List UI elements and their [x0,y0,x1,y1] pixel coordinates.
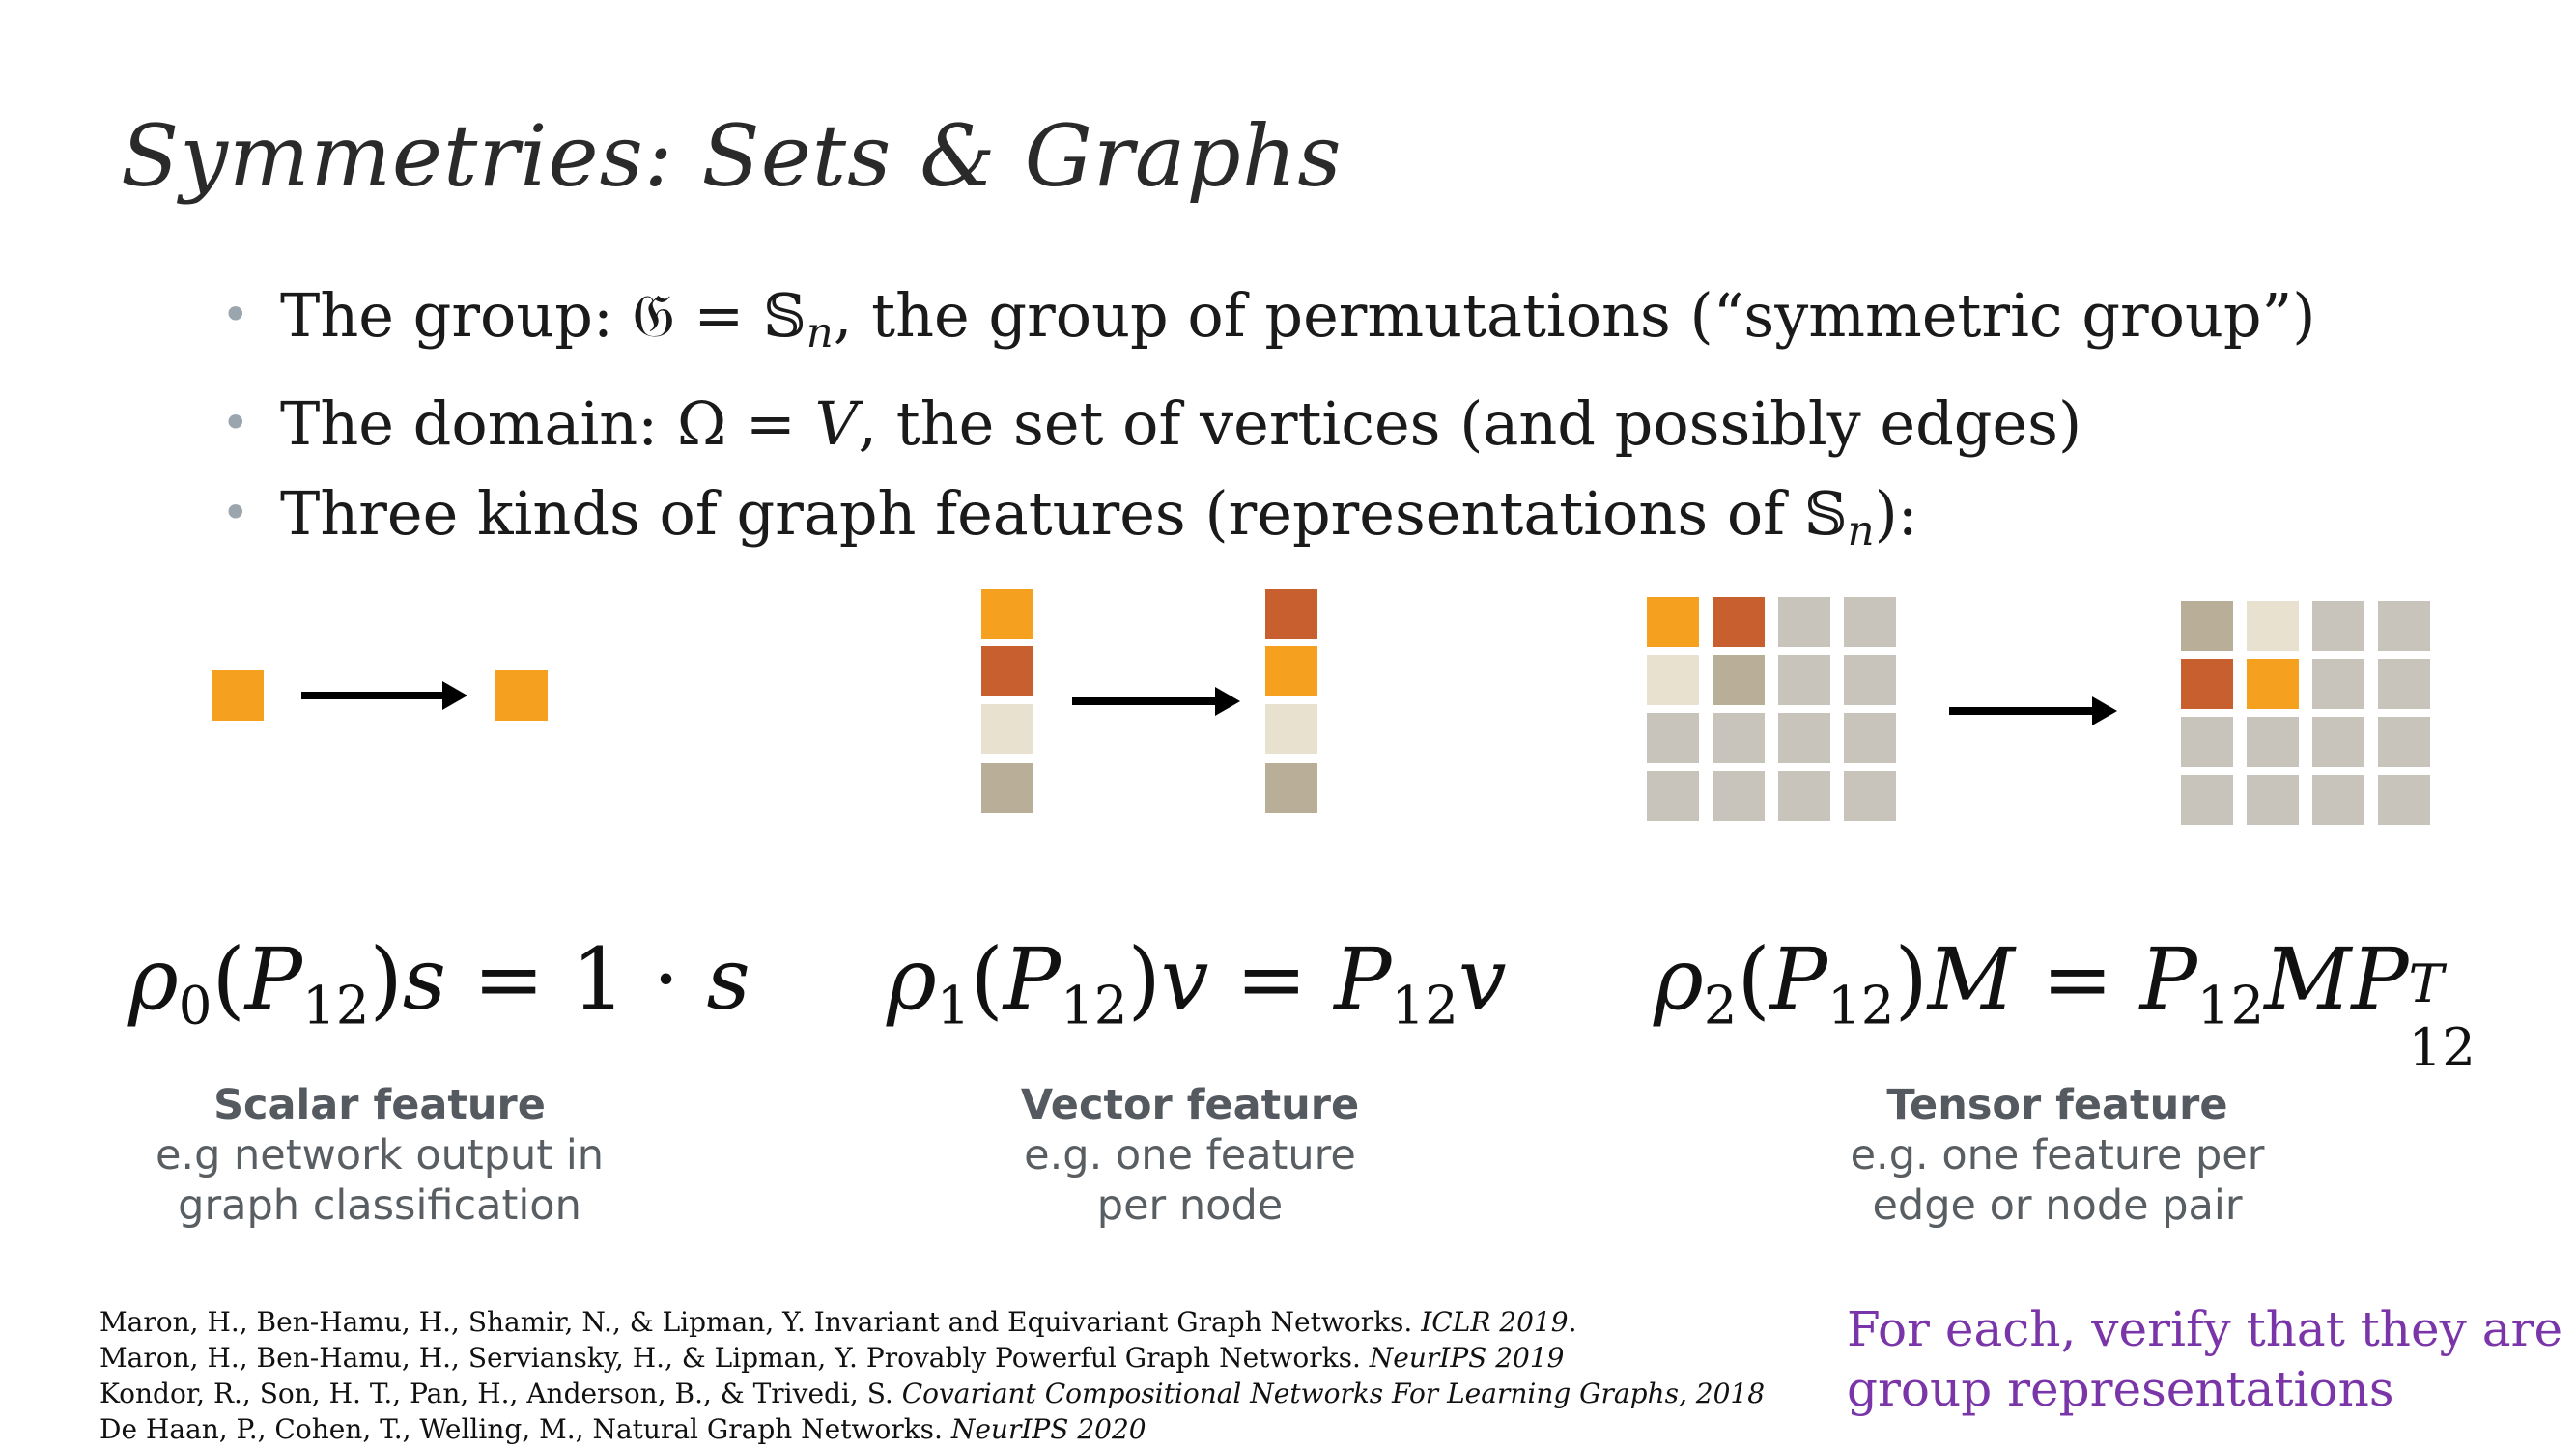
tensor-cell [2247,601,2299,651]
tensor-caption-line: edge or node pair [1872,1181,2243,1230]
tensor-cell [1778,771,1830,821]
tensor-cell [1713,655,1765,705]
tensor-cell [2181,717,2233,767]
bullet-domain: • The domain: Ω = V, the set of vertices… [221,379,2316,469]
tensor-formula: ρ2(P12)M = P12MP T 12 [1654,929,2476,1078]
tensor-caption-line: e.g. one feature per [1850,1131,2265,1179]
tensor-cell [2247,717,2299,767]
tensor-cell [1844,771,1896,821]
bullet-group: • The group: 𝔊 = 𝕊n, the group of permut… [221,270,2316,379]
tensor-cell [2378,601,2430,651]
tensor-cell [2312,659,2364,709]
scalar-caption-heading: Scalar feature [213,1081,546,1129]
tensor-cell [1647,655,1699,705]
vector-cell [1265,704,1317,754]
vector-caption: Vector feature e.g. one feature per node [939,1080,1441,1231]
vector-cell [1265,646,1317,696]
bullet-dot-icon: • [221,287,250,343]
vector-cell [981,646,1033,696]
tensor-cell [1647,597,1699,647]
tensor-cell [2181,659,2233,709]
bullet-dot-icon: • [221,394,250,451]
vector-arrow-icon [1072,687,1240,716]
verify-note: For each, verify that they are group rep… [1847,1301,2563,1417]
scalar-caption-line: graph classification [178,1181,581,1230]
vector-caption-line: e.g. one feature [1024,1131,1356,1179]
tensor-cell [2378,775,2430,825]
tensor-cell [2247,659,2299,709]
bullet-list: • The group: 𝔊 = 𝕊n, the group of permut… [221,270,2316,577]
scalar-formula: ρ0(P12)s = 1 · s [128,929,750,1037]
tensor-cell [2181,775,2233,825]
tensor-cell [2247,775,2299,825]
tensor-cell [1844,597,1896,647]
tensor-cell [1778,655,1830,705]
tensor-cell [1713,597,1765,647]
tensor-cell [1778,713,1830,763]
scalar-caption: Scalar feature e.g network output in gra… [128,1080,631,1231]
scalar-caption-line: e.g network output in [155,1131,605,1179]
reference-item: Maron, H., Ben-Hamu, H., Shamir, N., & L… [99,1306,1577,1338]
reference-item: De Haan, P., Cohen, T., Welling, M., Nat… [99,1413,1146,1445]
scalar-after-square [495,670,548,721]
slide-title: Symmetries: Sets & Graphs [121,106,1343,206]
vector-cell [981,763,1033,813]
tensor-cell [1778,597,1830,647]
tensor-cell [1844,655,1896,705]
vector-cell [981,704,1033,754]
scalar-before-square [212,670,264,721]
vector-formula: ρ1(P12)v = P12v [887,929,1507,1037]
tensor-cell [1647,713,1699,763]
tensor-cell [2312,717,2364,767]
tensor-cell [2312,601,2364,651]
tensor-cell [2378,659,2430,709]
tensor-cell [2312,775,2364,825]
tensor-cell [2181,601,2233,651]
bullet-dot-icon: • [221,484,250,541]
tensor-cell [1713,771,1765,821]
vector-cell [1265,763,1317,813]
vector-caption-line: per node [1096,1181,1284,1230]
tensor-cell [2378,717,2430,767]
bullet-features: • Three kinds of graph features (represe… [221,469,2316,577]
tensor-cell [1713,713,1765,763]
vector-cell [981,589,1033,639]
scalar-arrow-icon [301,681,467,710]
vector-cell [1265,589,1317,639]
tensor-caption-heading: Tensor feature [1886,1081,2228,1129]
reference-item: Kondor, R., Son, H. T., Pan, H., Anderso… [99,1378,1766,1409]
tensor-cell [1647,771,1699,821]
reference-item: Maron, H., Ben-Hamu, H., Serviansky, H.,… [99,1342,1565,1374]
tensor-cell [1844,713,1896,763]
vector-caption-heading: Vector feature [1020,1081,1360,1129]
references: Maron, H., Ben-Hamu, H., Shamir, N., & L… [99,1304,1765,1447]
tensor-caption: Tensor feature e.g. one feature per edge… [1806,1080,2308,1231]
tensor-arrow-icon [1949,696,2117,725]
